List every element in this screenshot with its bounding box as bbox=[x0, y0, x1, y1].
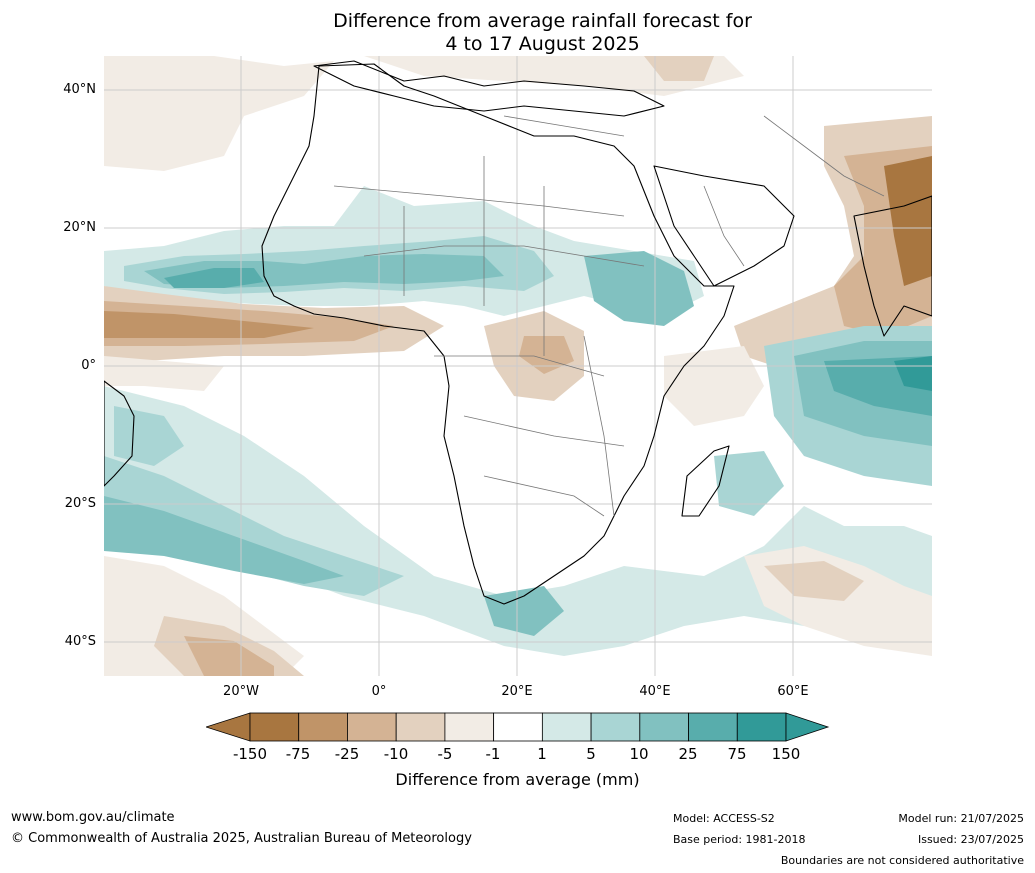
rainfall-anomaly-map bbox=[104, 56, 932, 676]
disclaimer-text: Boundaries are not considered authoritat… bbox=[780, 854, 1024, 867]
colorbar-extend-low bbox=[206, 712, 251, 742]
colorbar-tick-label: -25 bbox=[334, 745, 360, 763]
anomaly-dry-mediterranean bbox=[364, 56, 744, 96]
website-link[interactable]: www.bom.gov.au/climate bbox=[11, 810, 175, 825]
colorbar-title: Difference from average (mm) bbox=[395, 770, 640, 789]
colorbar-extend-high bbox=[785, 712, 830, 742]
colorbar-cell bbox=[590, 712, 641, 742]
lat-label-20s: 20°S bbox=[64, 496, 96, 511]
anomaly-dry-east-africa-coast bbox=[664, 346, 764, 426]
colorbar-cell bbox=[347, 712, 397, 742]
lat-label-40s: 40°S bbox=[64, 634, 96, 649]
anomaly-wet-madagascar-east bbox=[714, 451, 784, 516]
coastline-europe bbox=[313, 60, 665, 117]
anomaly-dry-guinea-core bbox=[104, 311, 314, 338]
anomaly-dry-south-east-mid bbox=[764, 561, 864, 601]
colorbar-tick-label: 5 bbox=[586, 745, 596, 763]
colorbar-cell bbox=[249, 712, 300, 742]
coastline-madagascar bbox=[681, 445, 730, 517]
colorbar-tick-label: -10 bbox=[383, 745, 409, 763]
title-line-2: 4 to 17 August 2025 bbox=[445, 33, 640, 55]
colorbar-tick-label: 25 bbox=[678, 745, 698, 763]
colorbar-cell bbox=[541, 712, 592, 742]
colorbar-tick-label: -150 bbox=[232, 745, 268, 763]
country-borders bbox=[333, 115, 885, 517]
lat-label-20n: 20°N bbox=[63, 220, 96, 235]
anomaly-wet-south-atlantic-mid bbox=[104, 456, 404, 596]
anomaly-dry-med-core bbox=[644, 56, 714, 81]
base-period-text: Base period: 1981-2018 bbox=[673, 833, 806, 846]
issued-text: Issued: 23/07/2025 bbox=[917, 833, 1024, 846]
lat-label-0: 0° bbox=[81, 358, 96, 373]
colorbar-tick-label: -5 bbox=[437, 745, 453, 763]
colorbar-cell bbox=[444, 712, 495, 742]
model-text: Model: ACCESS-S2 bbox=[673, 812, 775, 825]
lon-label-60e: 60°E bbox=[777, 684, 809, 699]
colorbar-tick-label: 75 bbox=[727, 745, 747, 763]
colorbar bbox=[206, 712, 830, 742]
lon-label-20w: 20°W bbox=[223, 684, 259, 699]
colorbar-cell bbox=[493, 712, 543, 742]
colorbar-cell bbox=[298, 712, 348, 742]
anomaly-wet-cape bbox=[484, 586, 564, 636]
coastline-africa bbox=[261, 63, 735, 605]
anomaly-wet-south-atlantic-outer bbox=[104, 386, 932, 656]
lon-label-40e: 40°E bbox=[639, 684, 671, 699]
anomaly-dry-guinea-beige bbox=[104, 356, 224, 391]
coastline-south-america bbox=[104, 380, 135, 487]
anomaly-dry-south-core bbox=[184, 636, 274, 676]
lon-label-20e: 20°E bbox=[501, 684, 533, 699]
colorbar-cell bbox=[395, 712, 446, 742]
coastline-india bbox=[853, 195, 932, 337]
colorbar-cell bbox=[736, 712, 787, 742]
colorbar-tick-label: -75 bbox=[285, 745, 311, 763]
anomaly-dry-north-atlantic bbox=[104, 56, 334, 171]
colorbar-tick-label: 10 bbox=[629, 745, 649, 763]
map-gridlines bbox=[104, 56, 932, 676]
colorbar-tick-label: -1 bbox=[485, 745, 501, 763]
chart-title: Difference from average rainfall forecas… bbox=[0, 10, 1035, 56]
colorbar-cell bbox=[639, 712, 689, 742]
anomaly-dry-central-core bbox=[519, 336, 574, 374]
anomaly-wet-east-atlantic bbox=[114, 406, 184, 466]
lat-label-40n: 40°N bbox=[63, 82, 96, 97]
colorbar-cell bbox=[688, 712, 738, 742]
model-run-text: Model run: 21/07/2025 bbox=[898, 812, 1024, 825]
anomaly-wet-indian-ocean-peak bbox=[894, 356, 932, 391]
anomaly-wet-ethiopia bbox=[584, 251, 694, 326]
anomaly-wet-south-atlantic-inner bbox=[104, 496, 344, 584]
colorbar-tick-label: 150 bbox=[771, 745, 801, 763]
coastline-arabia bbox=[653, 165, 795, 287]
lon-label-0: 0° bbox=[371, 684, 387, 699]
anomaly-wet-sahel-core bbox=[164, 268, 264, 288]
title-line-1: Difference from average rainfall forecas… bbox=[333, 10, 752, 32]
anomaly-dry-india-core bbox=[884, 156, 932, 286]
copyright-text: © Commonwealth of Australia 2025, Austra… bbox=[11, 831, 472, 846]
coastlines bbox=[104, 60, 932, 605]
map-canvas bbox=[104, 56, 932, 676]
colorbar-tick-label: 1 bbox=[537, 745, 547, 763]
